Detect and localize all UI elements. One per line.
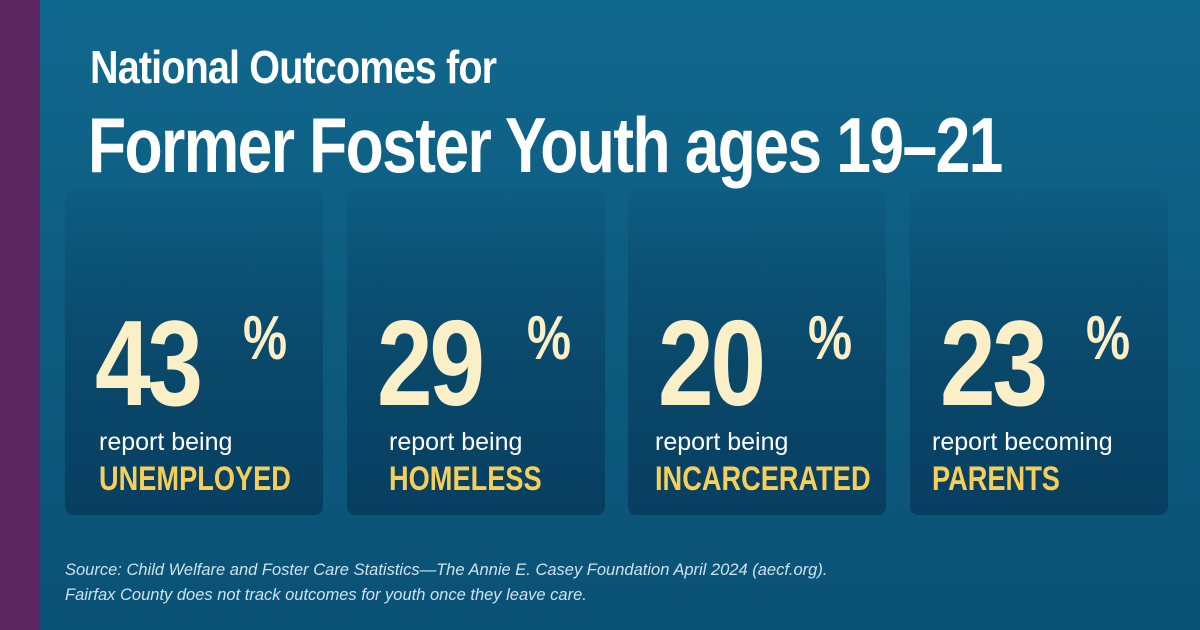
stat-outcome-label: PARENTS bbox=[932, 460, 1060, 498]
stat-report-text: report being bbox=[655, 428, 789, 456]
side-accent-bar bbox=[0, 0, 40, 630]
stat-report-text: report being bbox=[389, 428, 523, 456]
stat-figure: 29 % bbox=[377, 295, 571, 431]
source-note: Fairfax County does not track outcomes f… bbox=[65, 586, 587, 604]
title-line-2: Former Foster Youth ages 19–21 bbox=[88, 101, 1003, 189]
stat-percent-sign: % bbox=[808, 304, 853, 373]
source-citation: Source: Child Welfare and Foster Care St… bbox=[65, 561, 828, 579]
stat-card-unemployed: 43 % report being UNEMPLOYED bbox=[65, 190, 323, 515]
stat-outcome-label: UNEMPLOYED bbox=[99, 460, 291, 498]
stat-percent-sign: % bbox=[527, 304, 572, 373]
stat-card-incarcerated: 20 % report being INCARCERATED bbox=[628, 190, 886, 515]
stat-card-homeless: 29 % report being HOMELESS bbox=[347, 190, 605, 515]
stat-outcome-label: INCARCERATED bbox=[655, 460, 871, 498]
stat-value: 43 bbox=[95, 295, 203, 431]
stat-outcome-label: HOMELESS bbox=[389, 460, 542, 498]
stat-percent-sign: % bbox=[243, 304, 288, 373]
stat-value: 23 bbox=[940, 295, 1048, 431]
stat-card-parents: 23 % report becoming PARENTS bbox=[910, 190, 1168, 515]
stat-value: 20 bbox=[658, 295, 766, 431]
stat-value: 29 bbox=[377, 295, 485, 431]
stat-figure: 43 % bbox=[95, 295, 287, 431]
stat-report-text: report becoming bbox=[932, 428, 1113, 456]
title-line-1: National Outcomes for bbox=[90, 41, 497, 93]
stat-figure: 20 % bbox=[658, 295, 852, 431]
stat-figure: 23 % bbox=[940, 295, 1130, 431]
stat-cards: 43 % report being UNEMPLOYED 29 % report… bbox=[65, 190, 1170, 515]
stat-report-text: report being bbox=[99, 428, 233, 456]
stat-percent-sign: % bbox=[1086, 304, 1131, 373]
